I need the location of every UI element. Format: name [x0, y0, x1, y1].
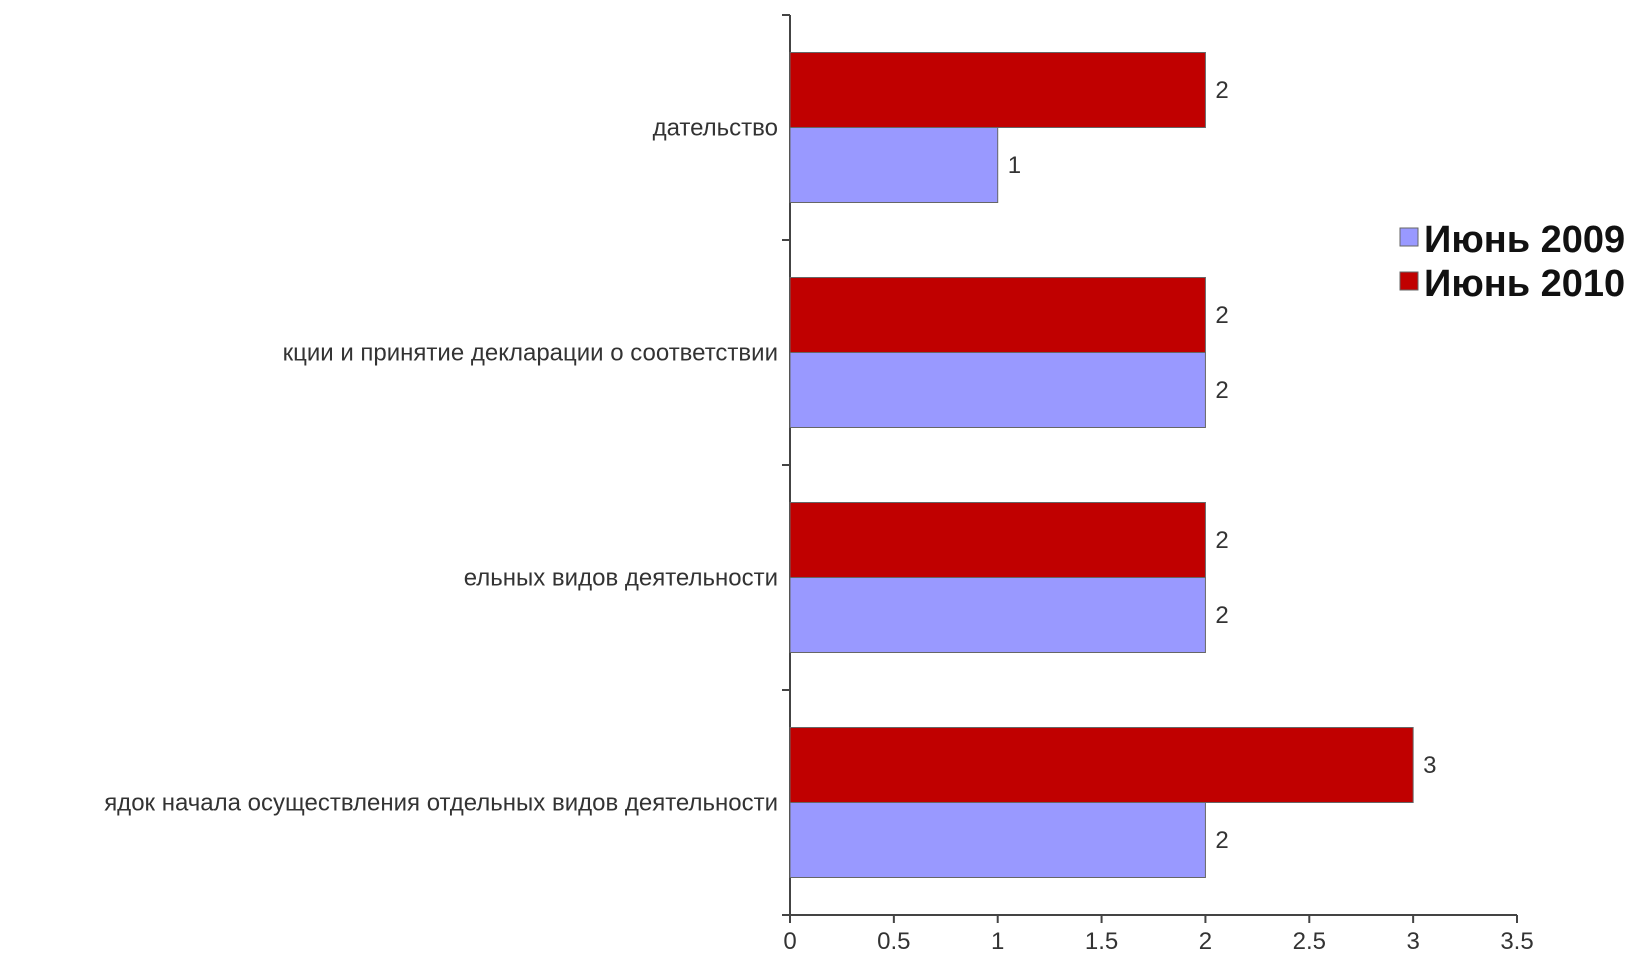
x-tick-label: 2.5	[1293, 928, 1326, 955]
data-label: 2	[1215, 602, 1228, 629]
bar	[789, 577, 1206, 653]
data-label: 3	[1423, 752, 1436, 779]
chart-labels: 0 0.5 1 1.5 2 2.5 3 3.5 2 1 дательство 2 2 кции и при…	[104, 77, 1534, 955]
data-label: 2	[1215, 77, 1228, 104]
category-label: кции и принятие декларации о соответстви…	[283, 340, 778, 367]
bar	[789, 802, 1206, 878]
data-label: 2	[1215, 377, 1228, 404]
bar	[789, 127, 999, 203]
legend-label: Июнь 2010	[1424, 263, 1625, 305]
x-tick-label: 2	[1199, 928, 1212, 955]
legend-label: Июнь 2009	[1424, 219, 1625, 261]
legend-swatch	[1399, 271, 1419, 291]
bar	[789, 52, 1206, 128]
bar	[789, 352, 1206, 428]
bar	[789, 727, 1414, 803]
x-tick-label: 1.5	[1085, 928, 1118, 955]
x-tick-label: 3	[1406, 928, 1419, 955]
data-label: 2	[1215, 302, 1228, 329]
bar	[789, 277, 1206, 353]
x-tick-label: 1	[991, 928, 1004, 955]
category-label: ельных видов деятельности	[464, 565, 778, 592]
data-label: 2	[1215, 527, 1228, 554]
x-tick-label: 0	[783, 928, 796, 955]
x-tick-label: 3.5	[1500, 928, 1533, 955]
chart-bars	[789, 52, 1414, 878]
x-tick-label: 0.5	[877, 928, 910, 955]
data-label: 2	[1215, 827, 1228, 854]
data-label: 1	[1008, 152, 1021, 179]
legend-swatch	[1399, 227, 1419, 247]
bar	[789, 502, 1206, 578]
category-label: дательство	[653, 115, 778, 142]
category-label: ядок начала осуществления отдельных видо…	[104, 790, 778, 817]
